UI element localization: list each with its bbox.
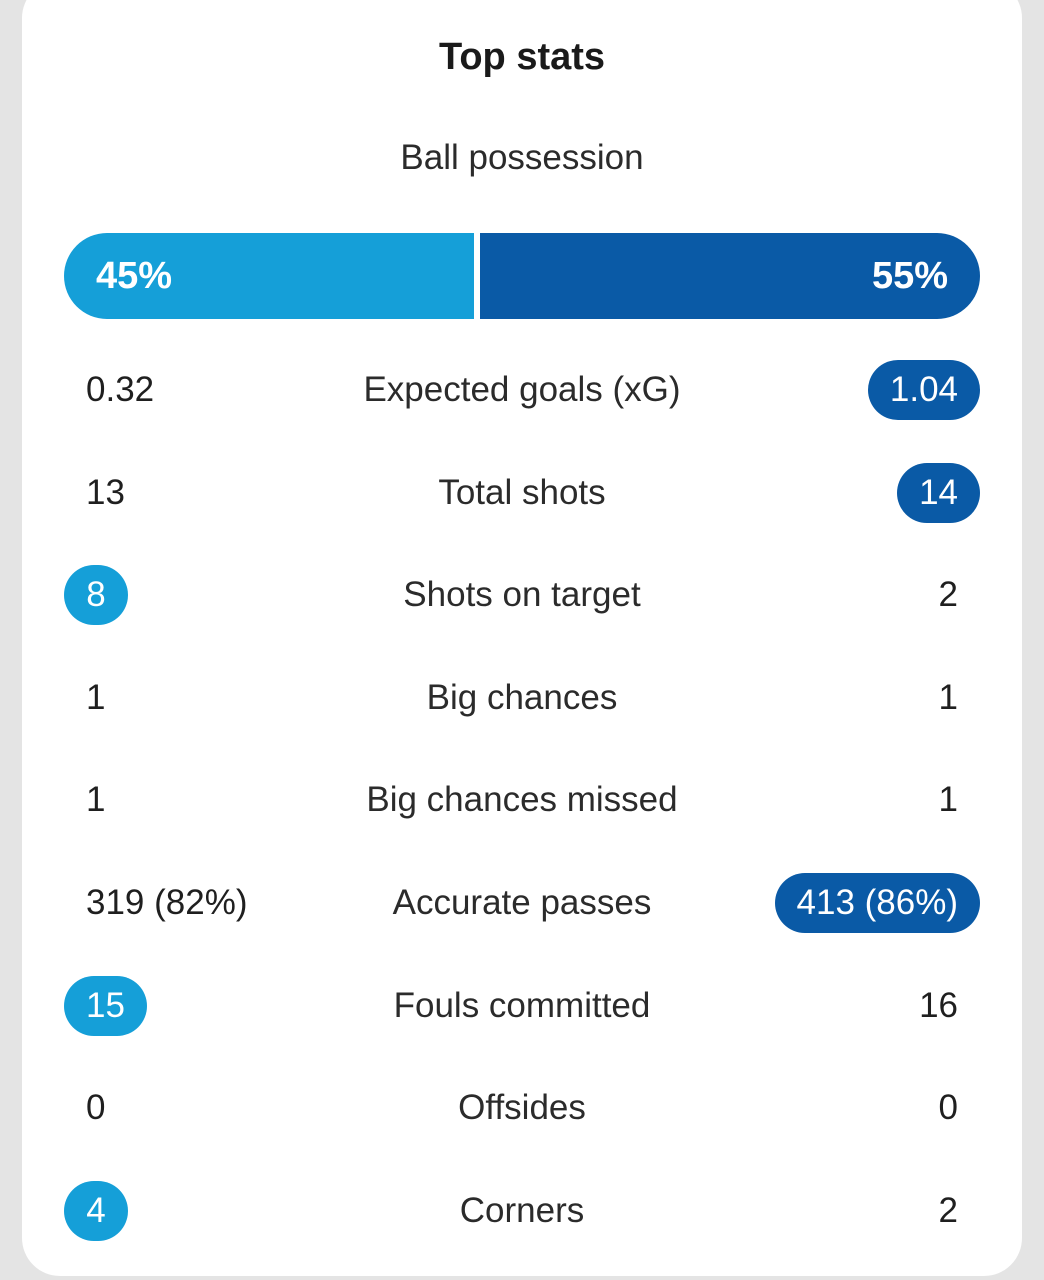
home-value: 1 [86,678,106,717]
stat-label: Shots on target [403,575,641,614]
possession-divider [473,233,480,319]
away-value: 16 [919,986,958,1025]
stat-row-big-chances-missed: 1 Big chances missed 1 [64,770,980,830]
home-value: 0 [86,1088,106,1127]
home-value: 0.32 [86,370,155,409]
stat-label: Fouls committed [393,986,651,1025]
top-stats-card: Top stats Ball possession 45% 55% 0.32 E… [22,0,1022,1276]
stat-row-fouls-committed: 15 Fouls committed 16 [64,976,980,1036]
stat-label: Big chances [426,678,618,717]
stat-row-big-chances: 1 Big chances 1 [64,668,980,728]
away-value: 1 [938,780,958,819]
possession-home-segment: 45% [64,233,474,319]
stat-label: Big chances missed [366,780,678,819]
stat-row-total-shots: 13 Total shots 14 [64,463,980,523]
stat-label: Total shots [438,473,606,512]
home-value: 4 [64,1181,128,1241]
stat-row-corners: 4 Corners 2 [64,1181,980,1241]
home-value: 15 [64,976,147,1036]
stat-row-shots-on-target: 8 Shots on target 2 [64,565,980,625]
away-value: 1.04 [867,360,980,420]
away-value: 0 [938,1088,958,1127]
away-value: 2 [938,1191,958,1230]
stat-label: Accurate passes [392,883,652,922]
stat-row-accurate-passes: 319 (82%) Accurate passes 413 (86%) [64,873,980,933]
section-title: Top stats [438,36,606,78]
stat-label: Expected goals (xG) [363,370,681,409]
away-value: 1 [938,678,958,717]
stat-row-expected-goals: 0.32 Expected goals (xG) 1.04 [64,360,980,420]
away-value: 413 (86%) [774,873,980,933]
possession-bar: 45% 55% [64,233,980,319]
stat-label: Offsides [458,1088,586,1127]
away-value: 2 [938,575,958,614]
possession-home-value: 45% [96,254,173,297]
away-value: 14 [897,463,980,523]
possession-label: Ball possession [400,138,644,177]
stat-label: Corners [459,1191,585,1230]
possession-away-value: 55% [871,254,948,297]
home-value: 8 [64,565,128,625]
stat-row-offsides: 0 Offsides 0 [64,1078,980,1138]
possession-away-segment: 55% [479,233,980,319]
home-value: 1 [86,780,106,819]
home-value: 319 (82%) [86,883,248,922]
home-value: 13 [86,473,125,512]
